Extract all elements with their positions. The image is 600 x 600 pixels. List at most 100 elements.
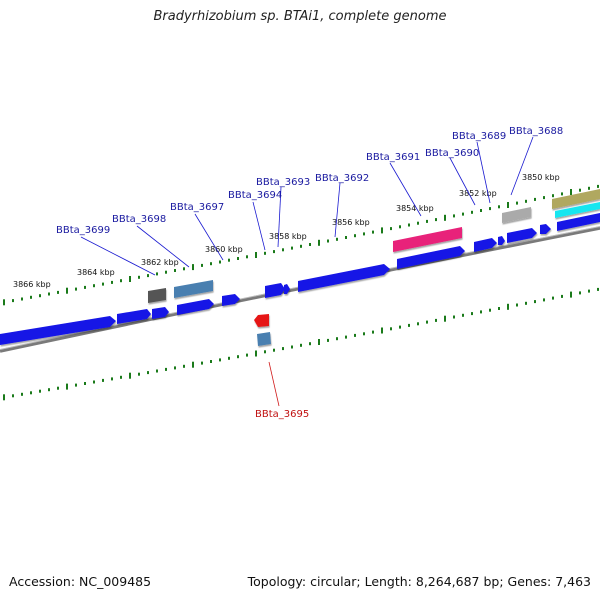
minor-tick xyxy=(327,239,329,243)
accession-text: Accession: NC_009485 xyxy=(9,574,152,589)
minor-tick xyxy=(273,250,275,254)
minor-tick xyxy=(498,205,500,209)
minor-tick xyxy=(417,221,419,225)
gene-label[interactable]: BBta_3689 xyxy=(452,131,506,142)
scale-label: 3860 kbp xyxy=(205,245,243,254)
minor-tick xyxy=(309,342,311,346)
minor-tick xyxy=(390,327,392,331)
minor-tick xyxy=(84,382,86,385)
pseudo-feature[interactable] xyxy=(257,332,271,346)
reverse-strand-features xyxy=(254,314,271,346)
major-tick xyxy=(570,291,572,298)
minor-tick xyxy=(165,270,167,274)
scale-ruler-lower xyxy=(3,287,599,401)
minor-tick xyxy=(246,255,248,259)
gene-label-reverse[interactable]: BBta_3695 xyxy=(255,409,309,420)
minor-tick xyxy=(336,337,338,341)
cds-reverse[interactable] xyxy=(254,314,269,327)
cds-forward[interactable] xyxy=(397,246,465,269)
minor-tick xyxy=(120,375,122,379)
gene-label[interactable]: BBta_3691 xyxy=(366,152,420,163)
cds-forward[interactable] xyxy=(177,299,214,315)
minor-tick xyxy=(579,188,581,192)
minor-tick xyxy=(552,296,554,300)
major-tick xyxy=(3,299,5,306)
cds-forward[interactable] xyxy=(474,238,497,252)
minor-tick xyxy=(435,218,437,222)
minor-tick xyxy=(138,275,140,279)
minor-tick xyxy=(102,282,104,286)
minor-tick xyxy=(534,300,536,304)
minor-tick xyxy=(210,360,212,363)
leader-line xyxy=(449,157,476,206)
cds-forward[interactable] xyxy=(152,307,169,319)
minor-tick xyxy=(57,290,59,294)
misc-feature[interactable] xyxy=(393,227,462,252)
gene-label[interactable]: BBta_3693 xyxy=(256,177,310,188)
cds-forward[interactable] xyxy=(265,283,285,298)
minor-tick xyxy=(426,219,428,223)
minor-tick xyxy=(165,367,167,371)
leader-line xyxy=(510,136,534,196)
forward-strand-features xyxy=(0,189,600,345)
cds-forward[interactable] xyxy=(498,236,505,245)
major-tick xyxy=(192,264,194,271)
minor-tick xyxy=(534,197,536,201)
leader-line xyxy=(334,182,341,238)
leader-line xyxy=(252,201,266,251)
minor-tick xyxy=(588,289,590,293)
cds-forward[interactable] xyxy=(507,228,537,243)
scale-label: 3862 kbp xyxy=(141,258,179,267)
minor-tick xyxy=(417,322,419,326)
cds-forward[interactable] xyxy=(117,309,151,324)
major-tick xyxy=(507,303,509,310)
minor-tick xyxy=(75,383,77,387)
cds-forward[interactable] xyxy=(0,316,116,345)
major-tick xyxy=(444,315,446,322)
minor-tick xyxy=(219,358,221,362)
rna-feature[interactable] xyxy=(148,288,166,303)
minor-tick xyxy=(48,388,50,392)
major-tick xyxy=(318,239,320,246)
gene-label[interactable]: BBta_3698 xyxy=(112,214,166,225)
minor-tick xyxy=(480,209,482,212)
minor-tick xyxy=(138,372,140,376)
pseudo-feature[interactable] xyxy=(174,280,213,298)
minor-tick xyxy=(336,237,338,241)
minor-tick xyxy=(111,280,113,284)
minor-tick xyxy=(516,303,518,307)
cds-forward[interactable] xyxy=(284,284,290,294)
misc-feature[interactable] xyxy=(552,189,600,209)
minor-tick xyxy=(453,214,455,218)
gene-label[interactable]: BBta_3692 xyxy=(315,173,369,184)
minor-tick xyxy=(291,345,293,349)
minor-tick xyxy=(12,299,14,303)
gene-label[interactable]: BBta_3697 xyxy=(170,202,224,213)
cds-forward[interactable] xyxy=(222,294,240,306)
minor-tick xyxy=(426,320,428,324)
minor-tick xyxy=(183,364,185,368)
cds-forward[interactable] xyxy=(540,224,551,234)
cds-forward[interactable] xyxy=(298,264,390,292)
minor-tick xyxy=(201,361,203,365)
major-tick xyxy=(192,361,194,368)
minor-tick xyxy=(363,332,365,336)
minor-tick xyxy=(543,298,545,302)
minor-tick xyxy=(327,338,329,342)
minor-tick xyxy=(111,377,113,381)
gene-label[interactable]: BBta_3688 xyxy=(509,126,563,137)
gene-label[interactable]: BBta_3699 xyxy=(56,225,110,236)
major-tick xyxy=(66,287,68,294)
minor-tick xyxy=(219,260,221,264)
gene-label[interactable]: BBta_3690 xyxy=(425,148,479,159)
minor-tick xyxy=(75,287,77,291)
gene-label[interactable]: BBta_3694 xyxy=(228,190,282,201)
minor-tick xyxy=(120,279,122,283)
minor-tick xyxy=(489,207,491,211)
minor-tick xyxy=(453,315,455,319)
minor-tick xyxy=(147,371,149,375)
minor-tick xyxy=(498,307,500,310)
rna-feature[interactable] xyxy=(502,207,531,223)
misc-feature[interactable] xyxy=(555,202,600,218)
cds-forward[interactable] xyxy=(557,213,600,231)
